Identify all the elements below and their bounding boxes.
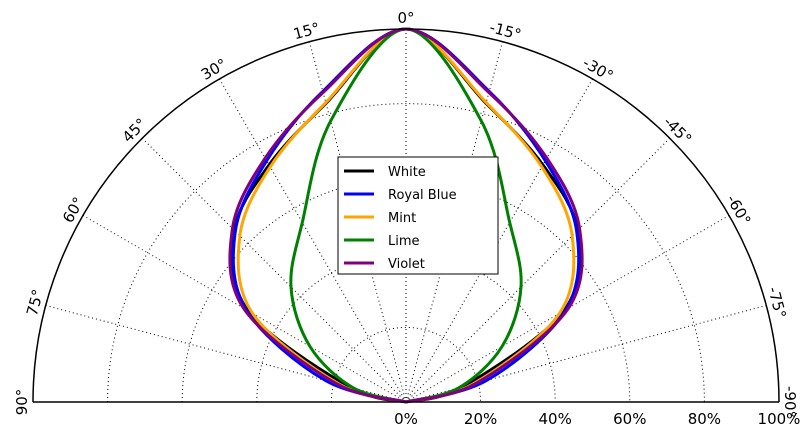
angle-tick-label: -75°: [764, 285, 790, 321]
legend-entry-label: Royal Blue: [388, 188, 457, 203]
angle-tick-label: -45°: [660, 113, 695, 148]
legend-entry-label: Mint: [388, 211, 416, 226]
angle-tick-label: -15°: [488, 18, 524, 44]
angle-tick-label: -60°: [723, 192, 755, 229]
radial-tick-label: 60%: [613, 410, 646, 428]
radial-tick-label: 20%: [464, 410, 497, 428]
angle-tick-label: -90°: [781, 386, 799, 418]
radial-grid-arc: [107, 103, 705, 403]
legend-entry-label: White: [388, 165, 426, 180]
angle-tick-label: 60°: [59, 194, 88, 226]
legend: White Royal Blue Mint Lime Violet: [337, 156, 499, 275]
chart-frame: [32, 28, 780, 403]
legend-entry-label: Lime: [388, 234, 420, 249]
angle-tick-label: 0°: [397, 9, 414, 27]
legend-entry-label: Violet: [388, 257, 425, 272]
radial-tick-label: 80%: [688, 410, 721, 428]
radial-tick-label: 100%: [758, 410, 801, 428]
radial-grid-arc: [330, 326, 482, 403]
outer-arc: [32, 28, 780, 403]
angle-tick-label: -30°: [580, 54, 617, 86]
radial-tick-label: 0%: [394, 410, 418, 428]
radial-grid-arc: [181, 177, 631, 403]
grid: [45, 29, 767, 403]
angle-tick-label: 30°: [198, 55, 230, 84]
radial-tick-label: 40%: [539, 410, 572, 428]
angle-tick-label: 90°: [13, 389, 31, 416]
